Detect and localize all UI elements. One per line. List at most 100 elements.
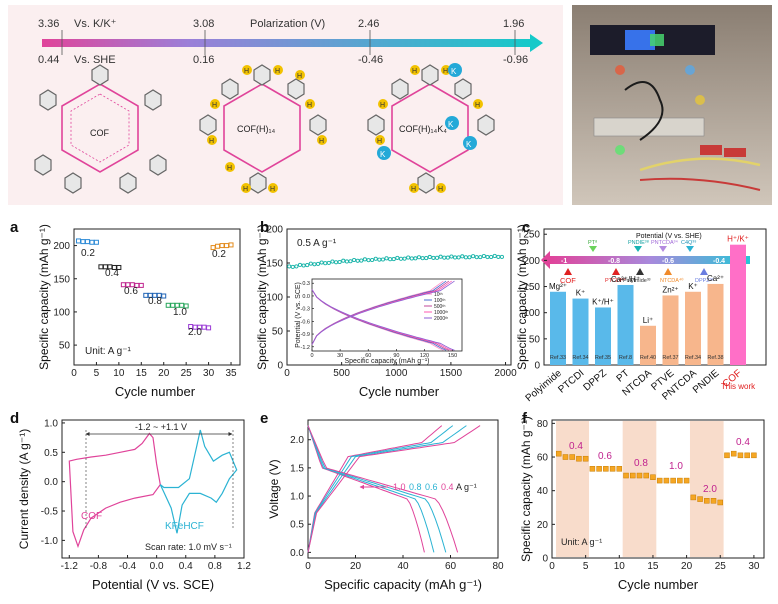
data-point (416, 255, 422, 260)
d-series-label: COF (81, 511, 102, 522)
data-point (80, 239, 86, 245)
f-ylabel: Specific capacity (mAh g⁻¹) (519, 416, 533, 562)
inset-x-tick-label: 150 (448, 353, 457, 359)
inset-y-tick-label: -0.9 (301, 332, 310, 338)
structure-cof-label: COF (90, 128, 110, 138)
data-point (409, 256, 414, 261)
y-tick-label: 0.0 (44, 477, 58, 488)
y-tick-label: 0 (542, 554, 548, 565)
d-xlabel: Potential (V vs. SCE) (92, 577, 214, 592)
bar (685, 291, 701, 365)
data-point (499, 254, 504, 259)
y-tick-label: 250 (523, 230, 540, 241)
bar-ref-label: Ref.34 (572, 355, 588, 361)
x-tick-label: 2000 (494, 368, 517, 379)
f-rate-label: 2.0 (703, 484, 717, 495)
data-point (219, 243, 225, 249)
y-tick-label: 200 (523, 256, 540, 267)
data-point (388, 257, 393, 262)
data-point (348, 259, 353, 264)
inset-y-tick-label: -1.2 (301, 345, 310, 351)
b-xlabel: Cycle number (359, 384, 440, 399)
inset-legend-label: 100ᵗʰ (434, 298, 445, 304)
h-label: H (307, 102, 312, 109)
k-label: K (380, 150, 386, 159)
data-point (582, 455, 589, 462)
data-point (398, 256, 404, 261)
c-marker-bottom: DPPZ³⁵ (695, 277, 714, 284)
data-point (467, 255, 472, 260)
data-point (744, 452, 750, 459)
f-rate-label: 0.4 (569, 441, 583, 452)
y-tick-label: 200 (53, 241, 70, 252)
x-tick-label: 10 (614, 561, 626, 572)
bar-ion-label: Ca²⁺/H⁺ (611, 275, 640, 284)
x-tick-label: 0.0 (150, 561, 164, 572)
data-point (555, 450, 562, 457)
panel-e-chart: 0 20 40 60 80 0.0 0.5 1.0 1.5 2.0 1.0 0.8 0.6 0.4… (267, 419, 504, 592)
c-marker-top: PNDIE³⁸ (628, 239, 649, 246)
bar (730, 244, 746, 365)
data-point (352, 257, 357, 263)
bar-ion-label: Mg²⁺ (549, 282, 567, 291)
f-rate-label: 0.8 (634, 458, 648, 469)
y-tick-label: 200 (266, 225, 283, 236)
h-label: H (475, 102, 480, 109)
data-point (391, 257, 396, 262)
a-rate-label: 0.6 (124, 286, 138, 297)
data-point (384, 256, 389, 261)
data-point (93, 239, 99, 245)
h-label: H (227, 165, 232, 172)
bar-ion-label: Ca²⁺ (707, 274, 724, 283)
e-rate-label: 0.4 (441, 482, 454, 492)
potential-k-1: 3.08 (193, 18, 214, 30)
data-point (492, 253, 497, 258)
data-point (377, 257, 382, 262)
bar-ion-label: Zn²⁺ (662, 285, 678, 294)
x-tick-label: -0.4 (119, 561, 137, 572)
data-point (471, 254, 476, 259)
data-point (301, 263, 306, 268)
potential-k-3: 1.96 (503, 18, 524, 30)
inset-legend-label: 500ᵗʰ (434, 304, 445, 310)
bar (662, 295, 679, 365)
data-point (344, 259, 349, 264)
y-tick-label: 150 (266, 259, 283, 270)
data-point (287, 264, 292, 269)
data-point (603, 466, 609, 472)
c-marker-bottom: PTCDI³⁴ (605, 277, 626, 284)
y-tick-label: 1.0 (290, 492, 304, 503)
c-potential-value: -0.6 (662, 258, 674, 265)
h-label: H (297, 73, 302, 80)
y-tick-label: 1.0 (44, 418, 58, 429)
data-point (596, 466, 602, 472)
y-tick-label: 20 (537, 520, 549, 531)
data-point (326, 260, 331, 265)
k-label: K (451, 67, 457, 76)
data-point (442, 255, 447, 260)
a-xlabel: Cycle number (115, 384, 196, 399)
x-tick-label: 0 (71, 368, 77, 379)
x-tick-label: 0.4 (179, 561, 193, 572)
h-label: H (412, 68, 417, 75)
panel-letter-e: e (260, 410, 268, 427)
potential-k-2: 2.46 (358, 18, 379, 30)
data-point (481, 254, 486, 259)
c-potential-value: -0.4 (713, 258, 725, 265)
k-label: K (448, 120, 454, 129)
x-tick-label: 1500 (440, 368, 463, 379)
structure-cofh14-label: COF(H)₁₄ (237, 124, 276, 134)
data-point (449, 254, 454, 259)
inset-legend-label: 10ᵗʰ (434, 292, 443, 298)
x-tick-label: 35 (225, 368, 237, 379)
x-tick-label: -1.2 (61, 561, 79, 572)
data-point (656, 477, 663, 484)
bar-ion-label: H⁺/K⁺ (727, 235, 749, 244)
f-xlabel: Cycle number (618, 577, 699, 592)
potential-k-0: 3.36 (38, 18, 59, 30)
data-point (478, 255, 483, 260)
e-rate-label: 1.0 (393, 482, 406, 492)
inset-y-tick-label: 0.3 (302, 281, 310, 287)
data-point (305, 263, 310, 268)
h-label: H (411, 186, 416, 193)
